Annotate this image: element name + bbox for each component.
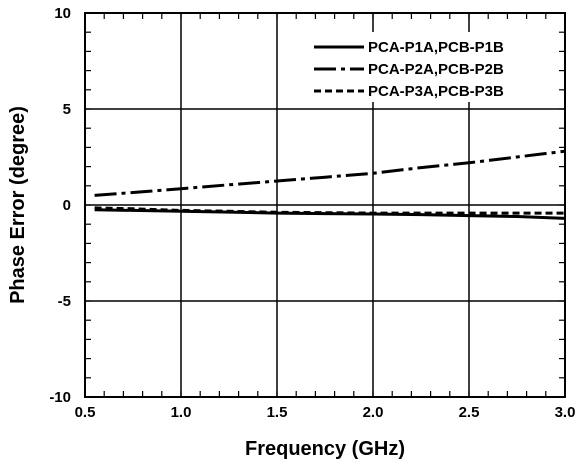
x-tick-label: 2.0 bbox=[363, 404, 384, 421]
y-tick-label: 0 bbox=[63, 197, 71, 214]
plot-area-frame bbox=[84, 12, 566, 398]
y-axis-label: Phase Error (degree) bbox=[7, 106, 29, 304]
y-tick-label: 5 bbox=[63, 101, 71, 118]
x-tick-label: 3.0 bbox=[555, 404, 575, 421]
legend-entry-2: PCA-P2A,PCB-P2B bbox=[368, 61, 504, 78]
series-layer bbox=[94, 149, 566, 220]
y-tick-label: -5 bbox=[58, 293, 71, 310]
legend-entry-3: PCA-P3A,PCB-P3B bbox=[368, 83, 504, 100]
series-line-2 bbox=[94, 149, 566, 197]
x-tick-label: 1.5 bbox=[267, 404, 288, 421]
legend: PCA-P1A,PCB-P1B PCA-P2A,PCB-P2B PCA-P3A,PC… bbox=[310, 32, 556, 102]
legend-entry-1: PCA-P1A,PCB-P1B bbox=[368, 39, 504, 56]
tick-labels: 0.5 1.0 1.5 2.0 2.5 3.0 10 5 0 -5 -10 bbox=[49, 5, 575, 421]
x-tick-label: 2.5 bbox=[459, 404, 480, 421]
x-tick-label: 0.5 bbox=[75, 404, 96, 421]
y-tick-label: -10 bbox=[49, 389, 71, 406]
x-tick-label: 1.0 bbox=[171, 404, 192, 421]
y-tick-label: 10 bbox=[54, 5, 71, 22]
series-line-3 bbox=[94, 206, 565, 215]
x-axis-label: Frequency (GHz) bbox=[245, 438, 405, 460]
